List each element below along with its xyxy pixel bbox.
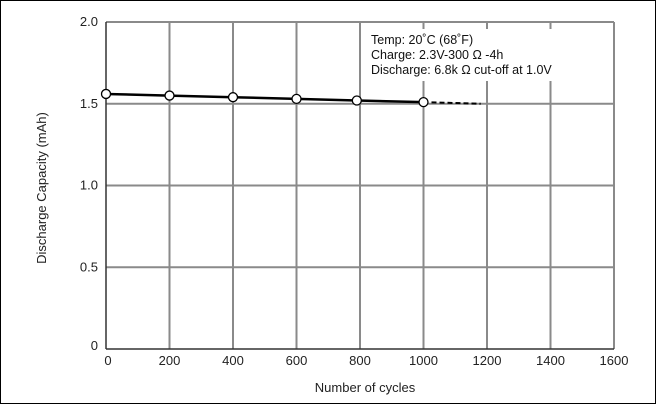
y-tick-label: 2.0 (80, 14, 98, 29)
annotation-line: Discharge: 6.8k Ω cut-off at 1.0V (371, 63, 552, 77)
x-tick-label: 1600 (600, 353, 629, 368)
series-line (105, 92, 424, 104)
x-tick-label: 200 (159, 353, 181, 368)
x-axis-label: Number of cycles (315, 380, 416, 395)
axes (105, 22, 614, 350)
data-point (227, 92, 239, 103)
x-tick-label: 600 (286, 353, 308, 368)
series (100, 88, 481, 108)
grid (106, 21, 615, 349)
x-tick-label: 1000 (409, 353, 438, 368)
x-tick-label: 1200 (473, 353, 502, 368)
y-tick-label: 0.5 (80, 259, 98, 274)
y-tick-label: 0 (91, 338, 98, 353)
data-point (164, 90, 175, 101)
x-tick-labels: 0 200 400 600 800 1000 1200 1400 1600 (104, 353, 628, 368)
series-extrapolation-line (423, 101, 481, 105)
annotation-box (366, 29, 609, 81)
data-point (418, 96, 429, 108)
x-tick-label: 400 (222, 353, 244, 368)
annotation-line: Temp: 20˚C (68˚F) (371, 33, 473, 47)
annotations: Temp: 20˚C (68˚F)Charge: 2.3V-300 Ω -4hD… (371, 33, 552, 77)
y-axis-label: Discharge Capacity (mAh) (34, 112, 49, 264)
annotation-line: Charge: 2.3V-300 Ω -4h (371, 48, 503, 62)
y-tick-label: 1.0 (80, 178, 98, 193)
y-tick-label: 1.5 (80, 96, 98, 111)
y-tick-labels: 0 0.5 1.0 1.5 2.0 (80, 14, 98, 353)
x-tick-label: 1400 (536, 353, 565, 368)
x-tick-label: 800 (349, 353, 371, 368)
data-point (100, 88, 112, 100)
data-point (351, 95, 362, 106)
data-point (291, 93, 302, 104)
x-tick-label: 0 (104, 353, 111, 368)
